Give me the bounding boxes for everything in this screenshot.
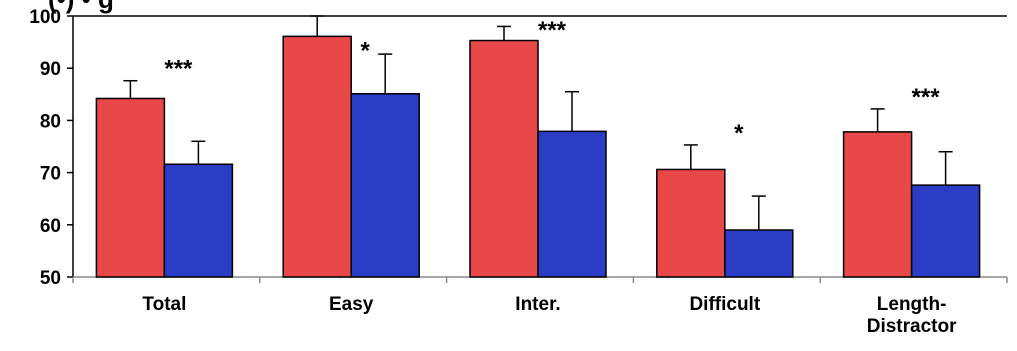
significance-label: *** bbox=[164, 56, 193, 83]
bar-series-1 bbox=[95, 97, 166, 278]
x-tick-label: Inter. bbox=[515, 294, 560, 315]
significance-label: * bbox=[361, 37, 371, 64]
bar-series-2 bbox=[724, 229, 794, 278]
y-tick-label: 60 bbox=[40, 216, 61, 237]
x-tick-label: Difficult bbox=[689, 294, 760, 315]
bar-series-2 bbox=[910, 184, 981, 278]
bar-series-2 bbox=[350, 93, 420, 278]
bar-series-1 bbox=[282, 35, 352, 278]
bar-series-2 bbox=[163, 163, 234, 278]
y-tick-label: 50 bbox=[40, 268, 61, 289]
y-tick-label: 80 bbox=[40, 111, 61, 132]
chart-title: (•) • g bbox=[48, 0, 114, 14]
y-tick-label: 100 bbox=[29, 7, 61, 28]
bar-series-2 bbox=[537, 130, 607, 278]
x-tick-label: Length- bbox=[877, 294, 947, 315]
x-tick-label: Distractor bbox=[867, 316, 957, 337]
labels: *** Total * Easy *** Inter. * Difficult *** Lengt… bbox=[142, 17, 957, 337]
significance-label: *** bbox=[538, 17, 567, 44]
x-tick-label: Easy bbox=[329, 294, 374, 315]
significance-label: * bbox=[734, 120, 744, 147]
bar-series-1 bbox=[469, 39, 539, 278]
x-tick-label: Total bbox=[142, 294, 186, 315]
y-tick-label: 90 bbox=[40, 59, 61, 80]
bar-series-1 bbox=[656, 168, 726, 278]
y-tick-label: 70 bbox=[40, 164, 61, 185]
bars bbox=[95, 15, 981, 278]
significance-label: *** bbox=[912, 84, 941, 111]
bar-series-1 bbox=[842, 131, 913, 278]
